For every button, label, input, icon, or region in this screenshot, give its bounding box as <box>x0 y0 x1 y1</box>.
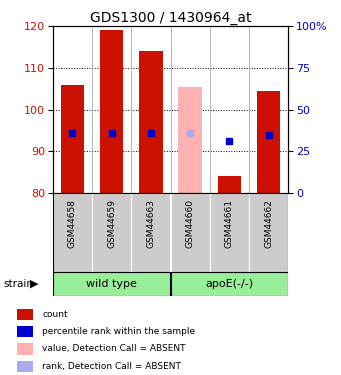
Text: percentile rank within the sample: percentile rank within the sample <box>43 327 196 336</box>
Text: apoE(-/-): apoE(-/-) <box>205 279 253 289</box>
Bar <box>100 30 123 193</box>
Text: GSM44661: GSM44661 <box>225 200 234 248</box>
Bar <box>170 193 210 272</box>
Bar <box>257 91 280 193</box>
Text: GSM44663: GSM44663 <box>146 200 155 248</box>
Text: GSM44659: GSM44659 <box>107 200 116 248</box>
Bar <box>17 344 33 354</box>
Text: strain: strain <box>3 279 33 289</box>
Bar <box>178 87 202 193</box>
Bar <box>218 177 241 193</box>
Bar <box>17 361 33 372</box>
Text: value, Detection Call = ABSENT: value, Detection Call = ABSENT <box>43 345 186 354</box>
Text: GSM44662: GSM44662 <box>264 200 273 248</box>
Bar <box>210 193 249 272</box>
Bar <box>131 193 170 272</box>
Bar <box>249 193 288 272</box>
Bar <box>92 193 131 272</box>
Text: GSM44658: GSM44658 <box>68 200 77 248</box>
Bar <box>170 272 288 296</box>
Text: count: count <box>43 310 68 319</box>
Text: ▶: ▶ <box>30 279 38 289</box>
Bar <box>53 272 170 296</box>
Text: wild type: wild type <box>86 279 137 289</box>
Text: rank, Detection Call = ABSENT: rank, Detection Call = ABSENT <box>43 362 181 371</box>
Title: GDS1300 / 1430964_at: GDS1300 / 1430964_at <box>90 11 251 25</box>
Text: GSM44660: GSM44660 <box>186 200 195 248</box>
Bar <box>17 309 33 320</box>
Bar <box>53 193 92 272</box>
Bar <box>17 326 33 337</box>
Bar <box>61 85 84 193</box>
Bar <box>139 51 163 193</box>
